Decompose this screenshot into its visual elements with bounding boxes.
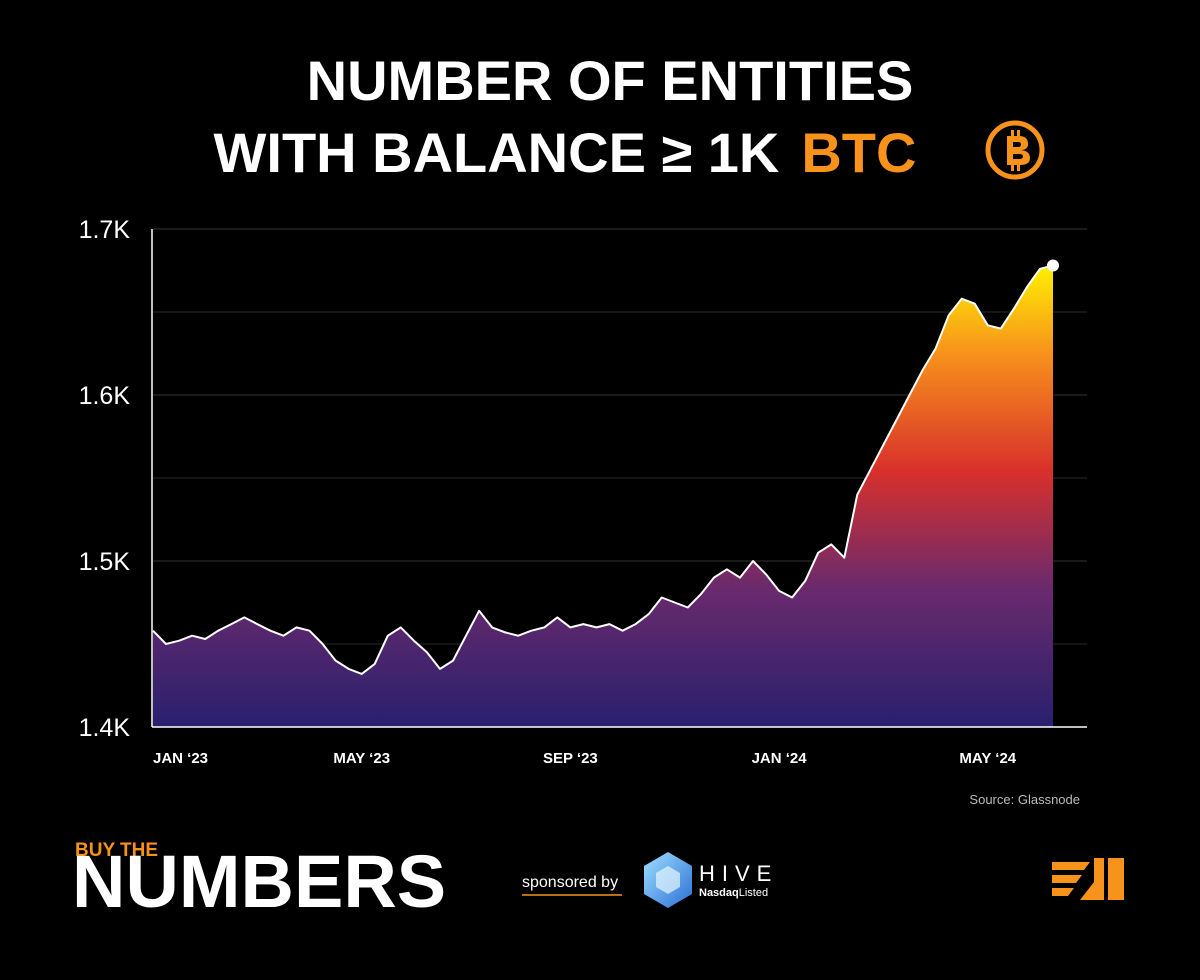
x-tick-label: JAN ‘24: [752, 750, 808, 767]
sponsor-label: sponsored by: [522, 874, 618, 891]
chart-title: WITH BALANCE ≥ 1K BTC: [214, 121, 917, 184]
x-tick-label: JAN ‘23: [153, 750, 208, 767]
x-tick-label: MAY ‘24: [959, 750, 1016, 767]
area: [153, 265, 1053, 727]
btc-icon: [985, 120, 1045, 180]
x-tick-label: SEP ‘23: [543, 750, 598, 767]
y-tick-label: 1.7K: [79, 216, 131, 244]
brand-top: BUY THE: [75, 840, 158, 861]
end-point: [1047, 259, 1059, 272]
chart-title-line: WITH BALANCE ≥ 1K: [214, 121, 780, 184]
sponsor-sub: NasdaqListed: [699, 887, 768, 899]
line: [152, 264, 1054, 675]
sponsor-sub-text: Listed: [739, 887, 768, 899]
brand-logo: [1052, 858, 1124, 900]
y-tick-label: 1.6K: [79, 382, 131, 410]
hive-logo-inner: [656, 866, 680, 894]
y-tick-label: 1.5K: [79, 548, 131, 576]
x-tick-label: MAY ‘23: [333, 750, 390, 767]
chart-title: NUMBER OF ENTITIES: [307, 49, 914, 112]
y-tick-label: 1.4K: [79, 714, 131, 742]
brand-main: NUMBERS: [72, 840, 446, 923]
sponsor-sub-bold: Nasdaq: [699, 887, 739, 899]
chart-title-highlight: BTC: [801, 121, 916, 184]
sponsor-name: HIVE: [699, 861, 778, 886]
source-note: Source: Glassnode: [969, 792, 1080, 807]
